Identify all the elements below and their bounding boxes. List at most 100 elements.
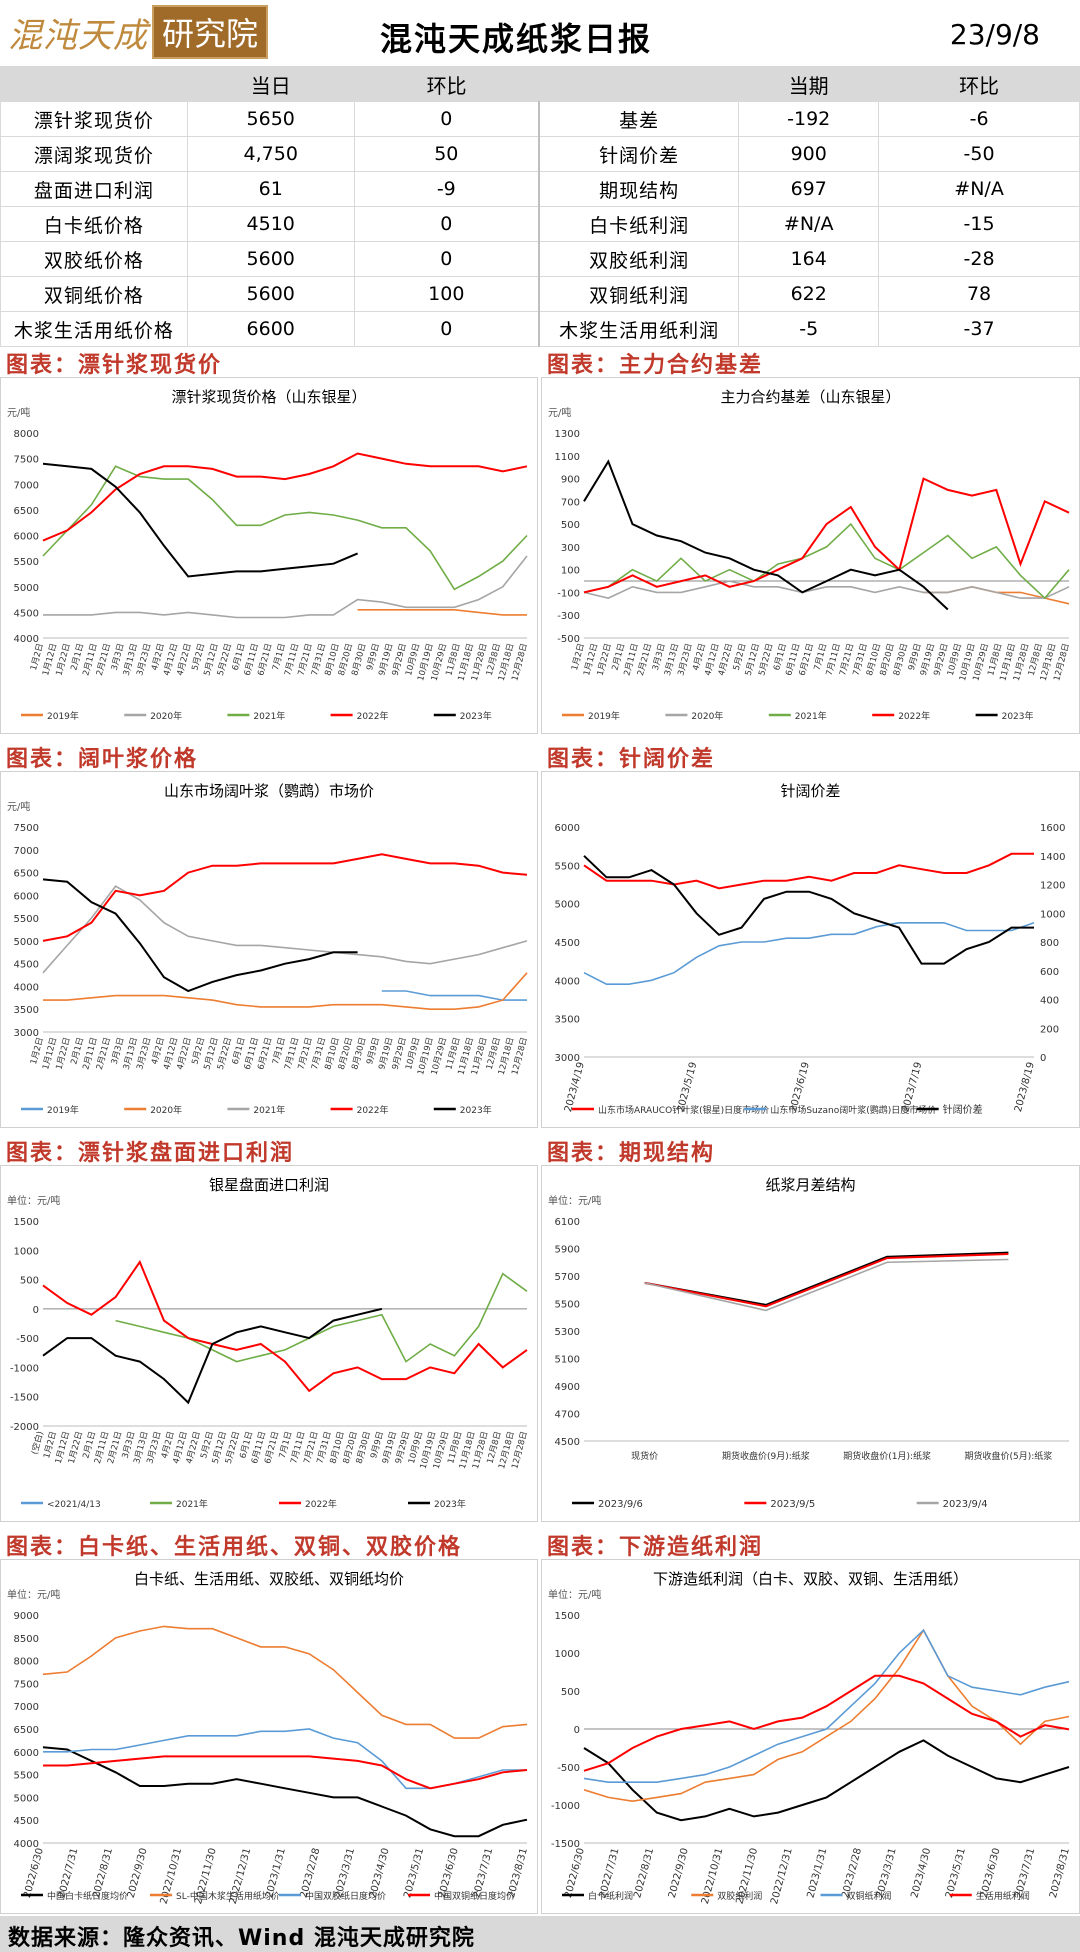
series-line xyxy=(583,1739,1070,1822)
summary-cell-l-label: 漂阔浆现货价 xyxy=(0,136,188,172)
y-tick-label: 500 xyxy=(561,1687,580,1698)
y-tick-label: 8000 xyxy=(14,1657,39,1668)
series-line xyxy=(644,1258,1009,1312)
summary-cell-l-val: 5600 xyxy=(186,241,355,277)
chart-unit-label: 单位：元/吨 xyxy=(7,1588,60,1601)
chart-panel: 针阔价差 3000 3500 4000 4500 5000 5500 6000 0 200 400 6… xyxy=(541,771,1080,1128)
y-tick-label: -500 xyxy=(557,634,580,645)
y-tick-label: 0 xyxy=(574,1725,580,1736)
summary-row: 双胶纸价格 5600 0 双胶纸利润 164 -28 xyxy=(0,241,1080,277)
series-line xyxy=(42,452,528,542)
series-2021年 xyxy=(115,1272,528,1363)
logo-box: 研究院 xyxy=(152,5,269,59)
y-tick-label: 4700 xyxy=(555,1410,580,1421)
y-tick-label: -1000 xyxy=(10,1363,39,1374)
x-tick-label: 2022/12/31 xyxy=(769,1847,795,1906)
series-line xyxy=(42,1625,528,1739)
chart-unit-label: 单位：元/吨 xyxy=(548,1588,601,1601)
legend-label: SL-中国木浆生活用纸均价 xyxy=(176,1890,280,1902)
legend-label: 2022年 xyxy=(357,1104,389,1116)
legend-label: 2020年 xyxy=(150,1104,182,1116)
summary-cell-r-val: 622 xyxy=(738,276,880,312)
y-tick-label: 3000 xyxy=(555,1053,580,1064)
report-header: 混沌天成 研究院 混沌天成纸浆日报 23/9/8 xyxy=(0,0,1080,66)
chart-panel: 白卡纸、生活用纸、双胶纸、双铜纸均价 单位：元/吨 4000 4500 5000 5500… xyxy=(0,1559,538,1914)
y-tick-label: 6500 xyxy=(14,506,39,517)
summary-cell-l-label: 双胶纸价格 xyxy=(0,241,188,277)
y-tick-label: 500 xyxy=(20,1276,39,1287)
chart-title: 下游造纸利润（白卡、双胶、双铜、生活用纸） xyxy=(653,1570,968,1588)
y-tick-label: 7000 xyxy=(14,1702,39,1713)
y-tick-label: 8000 xyxy=(14,429,39,440)
y-tick-label: 6100 xyxy=(555,1217,580,1228)
series-line xyxy=(583,580,1070,599)
x-category-label: 期货收盘价(1月):纸浆 xyxy=(843,1450,931,1462)
x-tick-label: 2023/8/19 xyxy=(1013,1061,1037,1113)
legend-label: 双胶纸利润 xyxy=(717,1890,762,1902)
x-tick-label: 2022/8/31 xyxy=(632,1847,656,1899)
series-双铜纸利润 xyxy=(583,1628,1070,1783)
series-line xyxy=(43,1755,528,1790)
y2-tick-label: 1400 xyxy=(1040,852,1065,863)
x-tick-label: 2023/5/31 xyxy=(944,1847,968,1899)
report-date: 23/9/8 xyxy=(949,18,1040,51)
legend-label: 2019年 xyxy=(588,710,620,722)
series-line xyxy=(43,555,528,619)
legend-label: 2020年 xyxy=(150,710,182,722)
y-tick-label: -300 xyxy=(557,611,580,622)
legend-label: 2019年 xyxy=(47,1104,79,1116)
chart-unit-label: 元/吨 xyxy=(7,800,30,813)
chart-unit-label: 元/吨 xyxy=(7,406,30,419)
chart-panel: 山东市场阔叶浆（鹦鹉）市场价 元/吨 3000 3500 4000 4500 5000 550… xyxy=(0,771,538,1128)
y-tick-label: -1000 xyxy=(551,1801,580,1812)
y2-tick-label: 1000 xyxy=(1040,909,1065,920)
legend-label: 山东市场ARAUCO针叶浆(银星)日度市场价 xyxy=(598,1104,769,1116)
y-tick-label: 4900 xyxy=(555,1382,580,1393)
summary-table: 当日 环比 当期 环比 漂针浆现货价 5650 0 基差 -192 -6 漂阔浆现货价 4,7… xyxy=(0,66,1080,347)
y-tick-label: 5500 xyxy=(555,1300,580,1311)
series-line xyxy=(583,852,1034,890)
x-tick-label: 2022/9/30 xyxy=(667,1847,691,1899)
series-2023年 xyxy=(42,462,358,578)
section-title: 图表：漂针浆盘面进口利润 xyxy=(6,1135,295,1167)
y2-tick-label: 600 xyxy=(1040,967,1059,978)
y-tick-label: 7000 xyxy=(14,846,39,857)
y2-tick-label: 0 xyxy=(1040,1053,1046,1064)
chart-unit-label: 单位：元/吨 xyxy=(548,1194,601,1207)
series-line xyxy=(42,1259,528,1393)
summary-cell-l-chg: -9 xyxy=(353,171,540,207)
legend-label: 2023年 xyxy=(1002,710,1034,722)
summary-cell-r-val: -5 xyxy=(738,311,880,347)
summary-cell-r-val: -192 xyxy=(738,101,880,137)
series-line xyxy=(583,477,1070,594)
summary-cell-l-val: 4,750 xyxy=(186,136,355,172)
y-tick-label: -500 xyxy=(557,1763,580,1774)
series-line xyxy=(583,855,1034,965)
y-tick-label: 5900 xyxy=(555,1245,580,1256)
summary-cell-l-chg: 0 xyxy=(353,101,540,137)
y-tick-label: 4000 xyxy=(14,1839,39,1850)
legend-label: 2023年 xyxy=(460,710,492,722)
chart-downstream-profit: 下游造纸利润（白卡、双胶、双铜、生活用纸） 单位：元/吨 -1500 -1000 -50… xyxy=(548,1570,1072,1906)
x-tick-label: 2022/6/30 xyxy=(22,1847,46,1899)
y-tick-label: 1300 xyxy=(555,429,580,440)
y-tick-label: 8500 xyxy=(14,1634,39,1645)
legend-label: 白卡纸利润 xyxy=(588,1890,633,1902)
legend-label: 2021年 xyxy=(253,1104,285,1116)
legend-label: 中国白卡纸日度均价 xyxy=(47,1890,128,1902)
x-tick-label: 2023/4/30 xyxy=(909,1847,933,1899)
series-山东市场ARAUCO针叶浆(银星)日度市场价 xyxy=(583,852,1034,890)
chart-title: 纸浆月差结构 xyxy=(765,1176,855,1194)
summary-cell-r-label: 白卡纸利润 xyxy=(537,206,740,242)
legend-label: 2022年 xyxy=(305,1498,337,1510)
series-白卡纸利润 xyxy=(583,1739,1070,1822)
summary-cell-l-label: 白卡纸价格 xyxy=(0,206,188,242)
summary-cell-r-chg: -28 xyxy=(878,241,1080,277)
legend-label: 2021年 xyxy=(795,710,827,722)
section-title: 图表：针阔价差 xyxy=(547,741,716,773)
summary-cell-r-chg: -15 xyxy=(878,206,1080,242)
y-tick-label: 0 xyxy=(33,1305,39,1316)
